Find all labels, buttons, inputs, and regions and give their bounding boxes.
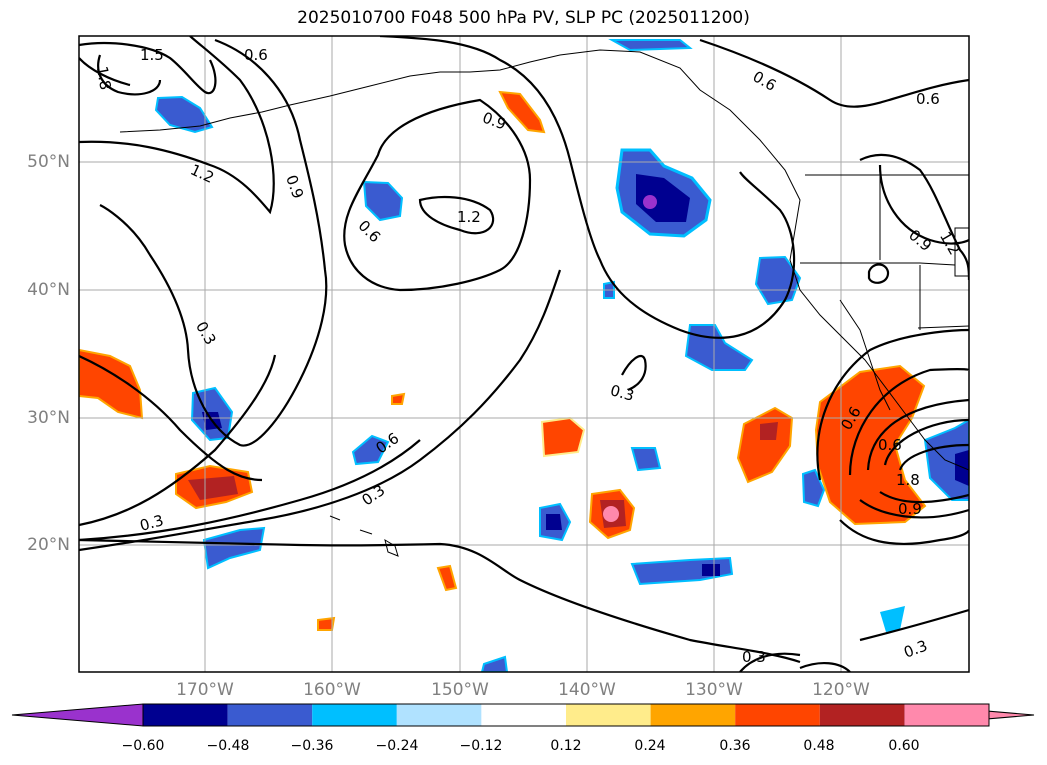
contour-label: 0.6 — [916, 90, 940, 108]
lat-label: 30°N — [27, 408, 70, 428]
contour-label: 0.3 — [192, 318, 220, 348]
colorbar-swatch — [143, 704, 228, 726]
colorbar-tick: −0.24 — [375, 738, 419, 754]
contour-label: 0.3 — [901, 637, 930, 662]
contour-label: 1.2 — [188, 161, 217, 187]
colorbar-tick: −0.12 — [459, 738, 503, 754]
contour-label: 0.3 — [608, 381, 636, 405]
contour-label: 1.8 — [896, 471, 920, 489]
colorbar-swatch — [566, 704, 651, 726]
contour-label: 0.6 — [878, 436, 902, 454]
colorbar — [11, 703, 1035, 727]
colorbar-tick: 0.48 — [803, 738, 835, 754]
lon-label: 130°W — [685, 680, 743, 700]
colorbar-tick: 0.36 — [719, 738, 751, 754]
colorbar-extend-min — [11, 703, 144, 727]
lon-label: 160°W — [303, 680, 361, 700]
lon-label: 150°W — [431, 680, 489, 700]
colorbar-tick: 0.12 — [550, 738, 582, 754]
pv-anomaly-fills — [79, 39, 969, 672]
graticule — [79, 36, 969, 672]
colorbar-swatch — [227, 704, 313, 726]
contour-label: 0.9 — [282, 173, 307, 202]
contour-label: 0.6 — [750, 67, 780, 95]
colorbar-swatch — [396, 704, 482, 726]
colorbar-swatch — [735, 704, 820, 726]
lon-label: 120°W — [812, 680, 870, 700]
lat-label: 40°N — [27, 280, 70, 300]
lat-label: 20°N — [27, 535, 70, 555]
contour-label: 1.5 — [140, 46, 164, 64]
colorbar-swatch — [312, 704, 397, 726]
contour-label: 1.2 — [936, 228, 964, 258]
contour-label: 0.3 — [358, 481, 388, 509]
slp-contours — [79, 36, 969, 672]
lon-label: 170°W — [176, 680, 234, 700]
colorbar-tick: −0.36 — [290, 738, 334, 754]
contour-label: 0.9 — [898, 500, 922, 518]
map-frame — [78, 35, 970, 673]
contour-label: 0.6 — [244, 46, 268, 64]
contour-label: 1.2 — [457, 208, 481, 226]
map-title: 2025010700 F048 500 hPa PV, SLP PC (2025… — [297, 8, 750, 28]
colorbar-swatch — [650, 704, 736, 726]
colorbar-tick: −0.60 — [121, 738, 165, 754]
lat-label: 50°N — [27, 152, 70, 172]
colorbar-tick: 0.60 — [888, 738, 920, 754]
colorbar-tick: −0.48 — [206, 738, 250, 754]
contour-label: 0.3 — [138, 511, 166, 535]
contour-label: 1.8 — [93, 65, 115, 92]
lon-label: 140°W — [558, 680, 616, 700]
contour-labels: 1.5 0.6 1.8 1.2 0.9 0.6 1.2 0.9 0.6 0.6 … — [93, 46, 964, 666]
colorbar-tick: 0.24 — [634, 738, 666, 754]
contour-label: 0.3 — [742, 648, 766, 666]
colorbar-swatch — [904, 704, 989, 726]
colorbar-swatch — [481, 704, 566, 726]
colorbar-outline — [142, 703, 990, 727]
colorbar-swatch — [819, 704, 905, 726]
contour-label: 0.9 — [480, 108, 509, 133]
